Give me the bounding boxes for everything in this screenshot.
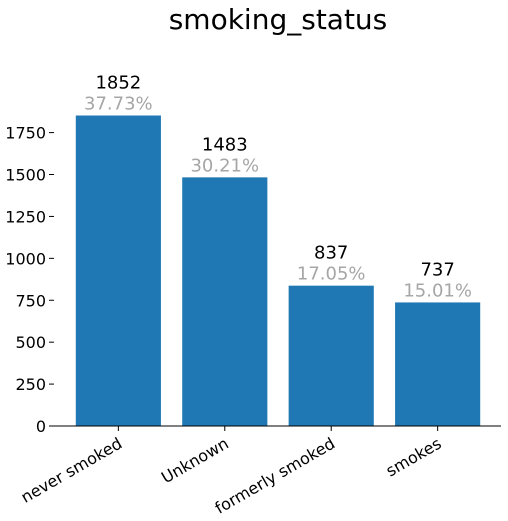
chart-title: smoking_status <box>169 3 388 36</box>
bar-value-label: 837 <box>314 243 348 264</box>
bar-percent-label: 37.73% <box>84 94 153 115</box>
x-tick-label: smokes <box>383 434 445 481</box>
y-tick-label: 750 <box>15 291 46 310</box>
bar-value-label: 1483 <box>202 134 248 155</box>
bar-value-label: 737 <box>420 259 454 280</box>
bar <box>182 177 268 426</box>
y-tick-label: 1500 <box>5 166 46 185</box>
y-tick-label: 1750 <box>5 124 46 143</box>
x-tick-label: never smoked <box>18 434 126 507</box>
bars <box>75 115 481 426</box>
bar-percent-label: 17.05% <box>297 264 366 285</box>
y-tick-label: 1000 <box>5 249 46 268</box>
x-tick-label: formerly smoked <box>212 434 339 518</box>
x-tick-label: Unknown <box>158 434 232 488</box>
bar <box>395 302 481 426</box>
y-tick-label: 1250 <box>5 207 46 226</box>
bar <box>288 285 374 426</box>
y-tick-label: 250 <box>15 375 46 394</box>
bar <box>75 115 161 426</box>
y-tick-label: 500 <box>15 333 46 352</box>
y-tick-label: 0 <box>36 417 46 436</box>
bar-value-label: 1852 <box>95 73 141 94</box>
bar-percent-label: 30.21% <box>190 155 259 176</box>
y-axis: 0 250 500 750 1000 1250 1500 1750 <box>5 124 54 436</box>
bar-percent-label: 15.01% <box>403 280 472 301</box>
